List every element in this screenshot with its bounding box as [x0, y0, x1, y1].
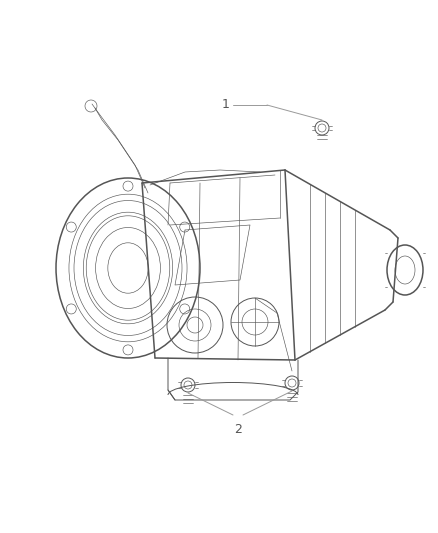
Text: 1: 1	[222, 99, 230, 111]
Text: 2: 2	[234, 423, 242, 436]
